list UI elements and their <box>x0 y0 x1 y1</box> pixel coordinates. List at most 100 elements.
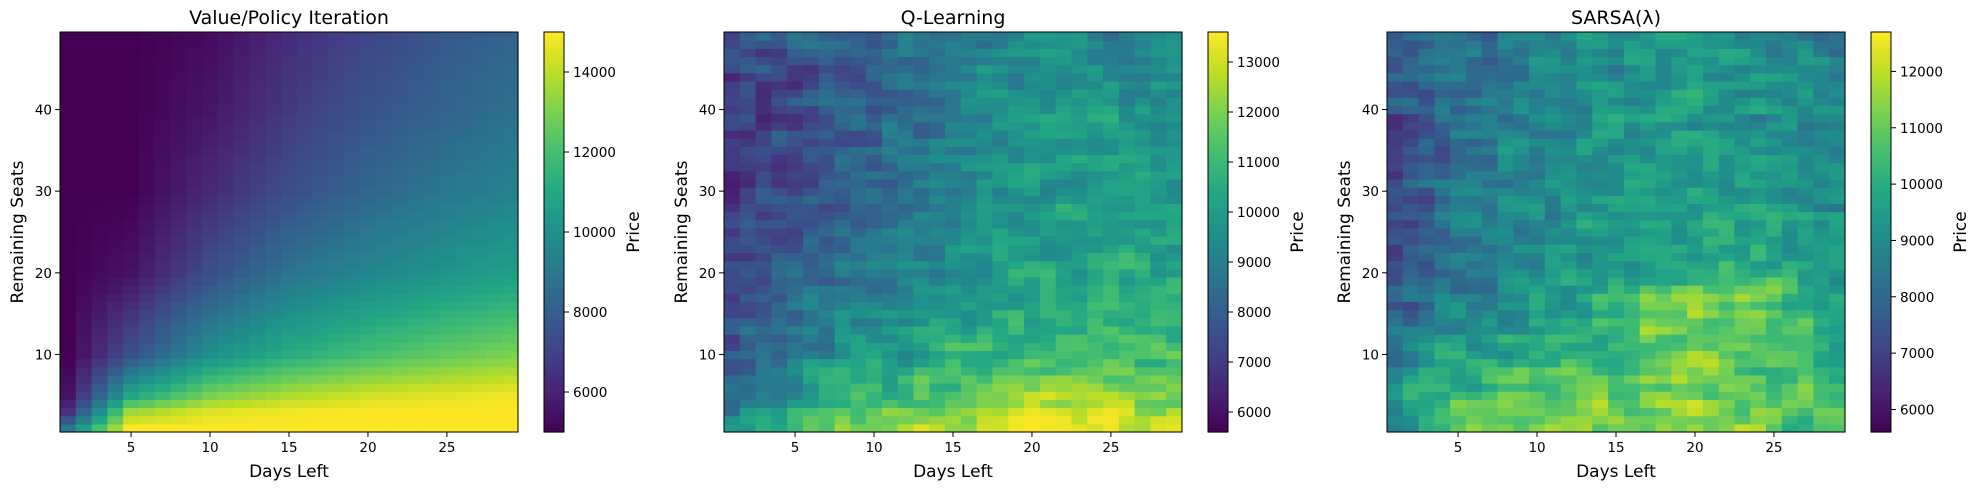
heatmap-cell <box>1513 203 1530 213</box>
heatmap-cell <box>265 325 282 335</box>
heatmap-cell <box>976 293 994 302</box>
heatmap-cell <box>1150 154 1167 164</box>
heatmap-cell <box>1434 138 1451 147</box>
heatmap-cell <box>265 211 282 221</box>
heatmap-cell <box>1608 105 1625 115</box>
heatmap-cell <box>787 415 804 425</box>
heatmap-cell <box>1071 121 1088 131</box>
heatmap-cell <box>1481 244 1499 253</box>
heatmap-cell <box>1813 154 1830 164</box>
heatmap-cell <box>486 40 503 49</box>
heatmap-cell <box>1039 285 1057 294</box>
heatmap-cell <box>281 72 298 82</box>
heatmap-cell <box>1055 154 1073 164</box>
heatmap-cell <box>1134 252 1152 262</box>
heatmap-cell <box>1718 399 1736 409</box>
heatmap-cell <box>249 211 266 221</box>
heatmap-cell <box>328 423 345 433</box>
heatmap-cell <box>296 366 314 376</box>
x-tick-label: 15 <box>280 440 297 456</box>
heatmap-cell <box>1544 415 1562 425</box>
colorbar-segment <box>1208 104 1228 109</box>
heatmap-cell <box>881 178 899 188</box>
heatmap-cell <box>1750 276 1767 286</box>
heatmap-cell <box>1055 317 1073 327</box>
heatmap-cell <box>1687 187 1704 196</box>
heatmap-cell <box>992 244 1009 253</box>
heatmap-cell <box>1750 162 1767 172</box>
heatmap-cell <box>1134 309 1152 319</box>
heatmap-cell <box>1039 391 1057 400</box>
heatmap-cell <box>249 391 266 400</box>
heatmap-cell <box>1687 293 1704 302</box>
heatmap-cell <box>802 97 820 107</box>
heatmap-cell <box>1118 350 1136 360</box>
heatmap-cell <box>186 334 203 343</box>
heatmap-cell <box>407 301 424 311</box>
heatmap-cell <box>913 129 930 139</box>
heatmap-cell <box>1734 203 1751 213</box>
heatmap-cell <box>1623 129 1641 139</box>
heatmap-cell <box>1623 285 1641 294</box>
heatmap-cell <box>1592 138 1609 147</box>
heatmap-cell <box>1024 72 1041 82</box>
heatmap-cell <box>787 162 804 172</box>
colorbar-segment <box>544 424 564 429</box>
heatmap-cell <box>1623 301 1641 311</box>
heatmap-cell <box>1750 252 1767 262</box>
heatmap-cell <box>1450 40 1467 49</box>
heatmap-cell <box>265 187 282 196</box>
colorbar-segment <box>544 340 564 345</box>
heatmap-cell <box>945 285 962 294</box>
heatmap-cell <box>1623 276 1641 286</box>
heatmap-cell <box>1639 48 1657 58</box>
heatmap-cell <box>818 32 836 41</box>
y-tick-label: 40 <box>1362 103 1379 119</box>
heatmap-cell <box>1008 358 1025 368</box>
heatmap-cell <box>1071 105 1088 115</box>
heatmap-cell <box>1766 399 1783 409</box>
heatmap-cell <box>470 129 488 139</box>
colorbar-segment <box>1208 396 1228 401</box>
heatmap-cell <box>1150 236 1167 245</box>
heatmap-cell <box>138 252 156 262</box>
heatmap-cell <box>1071 72 1088 82</box>
heatmap-cell <box>138 97 156 107</box>
heatmap-cell <box>454 162 472 172</box>
heatmap-cell <box>1576 187 1593 196</box>
heatmap-cell <box>1671 72 1688 82</box>
heatmap-cell <box>170 309 187 319</box>
heatmap-cell <box>1071 268 1088 278</box>
heatmap-cell <box>1655 40 1672 49</box>
heatmap-cell <box>1150 407 1167 417</box>
heatmap-cell <box>945 80 962 90</box>
heatmap-cell <box>1434 187 1451 196</box>
heatmap-cell <box>1687 40 1704 49</box>
heatmap-cell <box>1560 56 1578 66</box>
heatmap-cell <box>423 97 440 107</box>
heatmap-cell <box>375 129 393 139</box>
heatmap-cell <box>1560 309 1578 319</box>
heatmap-cell <box>913 146 930 156</box>
heatmap-cell <box>1166 391 1183 400</box>
heatmap-cell <box>1781 309 1799 319</box>
heatmap-cell <box>170 227 187 237</box>
heatmap-cell <box>107 415 124 425</box>
heatmap-cell <box>170 56 187 66</box>
heatmap-cell <box>1766 72 1783 82</box>
heatmap-cell <box>1024 211 1041 221</box>
heatmap-cell <box>913 366 930 376</box>
heatmap-cell <box>470 383 488 392</box>
heatmap-cell <box>787 301 804 311</box>
heatmap-cell <box>913 97 930 107</box>
heatmap-cell <box>123 276 140 286</box>
heatmap-cell <box>249 187 266 196</box>
heatmap-cell <box>407 374 424 384</box>
heatmap-cell <box>945 187 962 196</box>
heatmap-cell <box>375 374 393 384</box>
heatmap-cell <box>391 40 409 49</box>
colorbar-segment <box>544 204 564 209</box>
heatmap-cell <box>170 113 187 123</box>
heatmap-cell <box>1434 276 1451 286</box>
